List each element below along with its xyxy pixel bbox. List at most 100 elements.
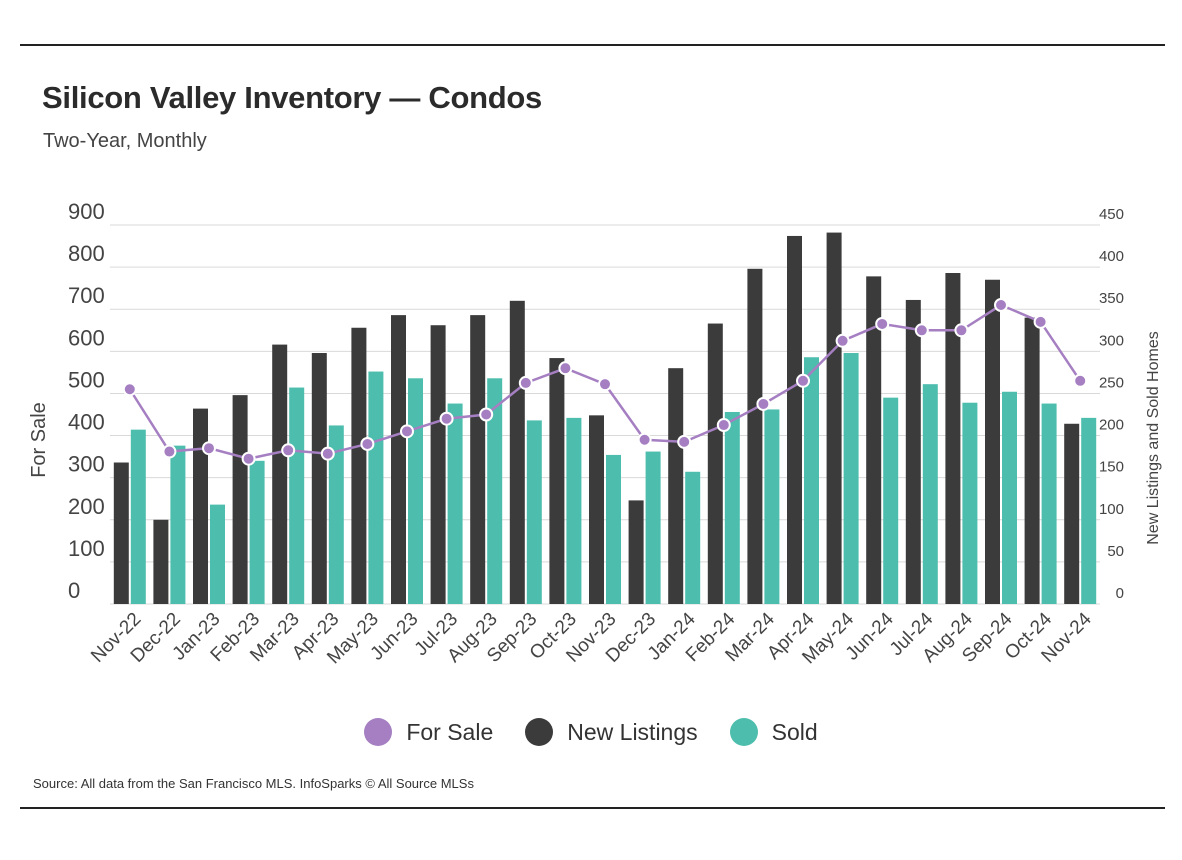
bar-new-listings [866, 276, 882, 604]
bar-sold [289, 387, 305, 604]
y2-tick-label: 50 [1107, 543, 1124, 560]
bar-sold [1081, 417, 1097, 604]
bar-sold [249, 460, 265, 604]
bar-sold [724, 411, 740, 604]
point-for-sale [756, 396, 771, 411]
bar-new-listings [628, 500, 644, 604]
bar-sold [606, 454, 621, 604]
bar-sold [130, 429, 146, 604]
point-for-sale [518, 375, 533, 390]
bar-new-listings [668, 368, 684, 604]
y-tick-label: 600 [68, 325, 105, 350]
y2-tick-label: 0 [1116, 585, 1124, 602]
chart-title: Silicon Valley Inventory — Condos [42, 80, 542, 115]
bar-sold [804, 357, 819, 604]
point-for-sale [914, 323, 929, 338]
chart-subtitle: Two-Year, Monthly [43, 130, 207, 152]
bar-new-listings [549, 358, 565, 604]
bar-new-listings [113, 462, 129, 604]
y-tick-label: 900 [68, 199, 105, 224]
y2-tick-label: 250 [1099, 374, 1124, 391]
point-for-sale [598, 377, 612, 392]
bar-new-listings [470, 315, 486, 604]
bar-sold [408, 378, 423, 604]
y-tick-label: 100 [68, 536, 105, 561]
bar-sold [685, 471, 701, 604]
point-for-sale [994, 298, 1008, 313]
bar-new-listings [707, 323, 723, 604]
point-for-sale [202, 441, 216, 456]
y-tick-label: 0 [68, 578, 80, 603]
legend-swatch-sold [729, 718, 758, 746]
y-axis-title: For Sale [28, 402, 50, 478]
point-for-sale [677, 434, 692, 449]
point-for-sale [479, 407, 494, 422]
bar-sold [1002, 391, 1017, 604]
bar-new-listings [826, 232, 842, 604]
bar-sold [170, 445, 186, 604]
bottom-rule [20, 807, 1165, 809]
point-for-sale [122, 382, 137, 397]
bar-new-listings [351, 327, 367, 604]
bar-sold [368, 371, 384, 604]
bar-new-listings [193, 408, 208, 604]
y2-axis-title: New Listings and Sold Homes [1145, 331, 1162, 544]
bar-sold [210, 504, 225, 604]
y2-tick-label: 100 [1099, 501, 1124, 518]
legend-swatch-for-sale [364, 718, 393, 746]
point-for-sale [162, 444, 177, 459]
y-tick-label: 700 [68, 283, 105, 308]
bar-new-listings [589, 415, 604, 604]
point-for-sale [558, 361, 573, 376]
point-for-sale [796, 373, 810, 388]
bar-new-listings [509, 300, 525, 604]
bar-new-listings [430, 325, 446, 604]
y-tick-label: 300 [68, 452, 105, 477]
legend-item-new-listings[interactable]: New Listings [525, 718, 698, 746]
bar-sold [566, 417, 582, 604]
bar-new-listings [272, 344, 288, 604]
y2-tick-label: 200 [1099, 417, 1124, 434]
bar-sold [487, 378, 503, 604]
legend-label-new-listings: New Listings [567, 718, 698, 745]
point-for-sale [320, 446, 335, 461]
point-for-sale [1073, 373, 1088, 388]
bar-new-listings [391, 315, 406, 604]
bar-sold [883, 397, 899, 604]
bar-new-listings [945, 273, 961, 604]
point-for-sale [400, 424, 414, 439]
bar-sold [526, 420, 542, 604]
bar-sold [1041, 403, 1057, 604]
y-tick-label: 400 [68, 410, 105, 435]
legend-item-for-sale[interactable]: For Sale [364, 718, 493, 746]
bar-new-listings [905, 299, 921, 604]
bar-new-listings [985, 279, 1000, 604]
point-for-sale [954, 323, 969, 338]
y2-tick-label: 350 [1099, 290, 1124, 307]
point-for-sale [835, 333, 850, 348]
bar-sold [645, 451, 661, 604]
y-tick-label: 200 [68, 494, 105, 519]
top-rule [20, 44, 1165, 46]
point-for-sale [360, 436, 375, 451]
y-tick-label: 500 [68, 367, 105, 392]
legend-swatch-new-listings [525, 718, 554, 746]
bar-sold [328, 425, 344, 604]
point-for-sale [875, 316, 890, 331]
bar-sold [922, 384, 938, 604]
legend-label-for-sale: For Sale [406, 718, 494, 745]
y2-tick-label: 450 [1099, 206, 1124, 223]
y-tick-label: 800 [68, 241, 105, 266]
point-for-sale [716, 418, 731, 433]
bar-new-listings [1024, 317, 1040, 604]
y2-tick-label: 400 [1099, 248, 1124, 265]
bar-new-listings [232, 395, 248, 604]
chart-legend: For Sale New Listings Sold [0, 718, 1182, 746]
legend-item-sold[interactable]: Sold [729, 718, 818, 746]
point-for-sale [439, 411, 454, 426]
bar-new-listings [153, 519, 169, 604]
point-for-sale [281, 443, 296, 458]
bar-new-listings [311, 353, 327, 604]
point-for-sale [1033, 314, 1048, 329]
bar-sold [962, 402, 978, 604]
